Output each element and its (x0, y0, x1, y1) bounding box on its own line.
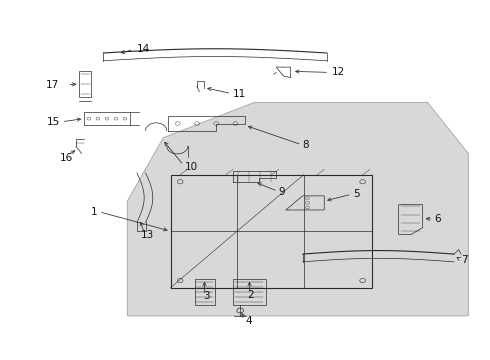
Bar (79, 71, 91, 97)
Text: 3: 3 (203, 292, 209, 301)
Text: 17: 17 (46, 80, 59, 90)
Text: 6: 6 (435, 214, 441, 224)
Text: 5: 5 (353, 189, 360, 199)
Polygon shape (127, 102, 468, 316)
Text: 1: 1 (91, 207, 98, 217)
Bar (84, 112, 130, 125)
Bar (233, 279, 266, 305)
Text: 12: 12 (331, 67, 344, 77)
Text: 9: 9 (279, 187, 285, 197)
Text: 16: 16 (60, 153, 74, 163)
Text: 2: 2 (247, 290, 254, 300)
Text: 4: 4 (245, 316, 252, 326)
Text: 13: 13 (141, 230, 154, 240)
Text: 11: 11 (233, 89, 246, 99)
Text: 15: 15 (47, 117, 60, 127)
Text: 8: 8 (303, 140, 309, 150)
Text: 14: 14 (137, 45, 150, 54)
Bar (195, 279, 215, 305)
Text: 10: 10 (185, 162, 198, 172)
Text: 7: 7 (461, 255, 468, 265)
